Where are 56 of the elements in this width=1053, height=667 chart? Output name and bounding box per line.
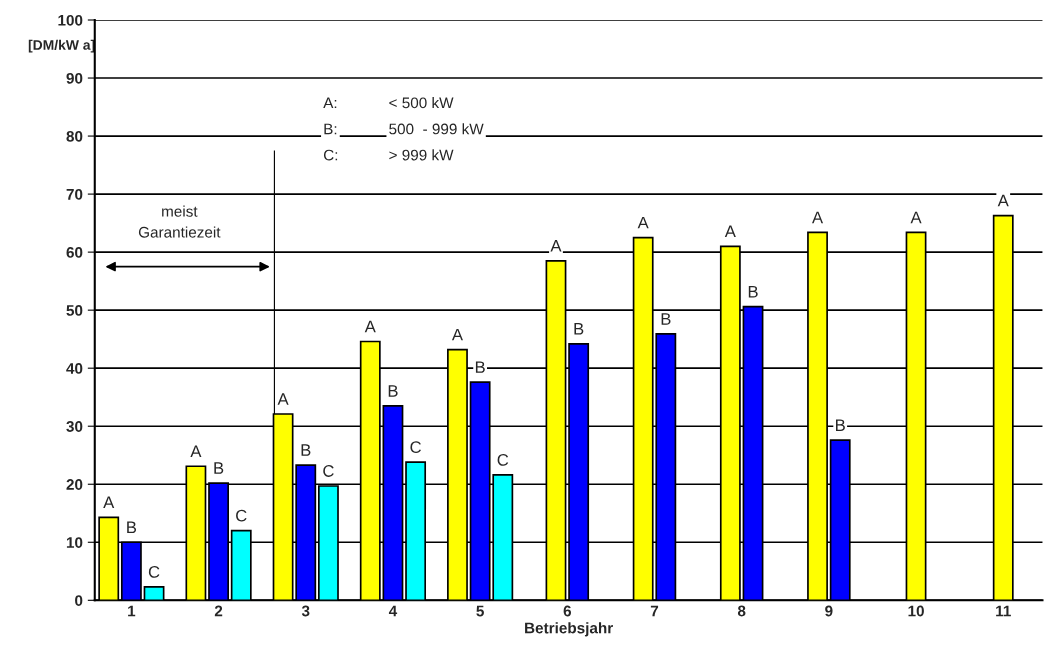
text: B — [748, 285, 758, 298]
y-axis-title: [DM/kW a] — [28, 39, 95, 53]
x-tick-label: 3 — [301, 605, 310, 617]
x-tick-label: 11 — [996, 605, 1011, 617]
x-tick-label: 7 — [650, 605, 659, 617]
y-tick-label: 20 — [66, 479, 83, 490]
x-axis-title: Betriebsjahr — [525, 622, 613, 637]
text: B — [475, 361, 485, 373]
y-tick-label: 70 — [66, 188, 83, 200]
x-tick-label: 5 — [476, 605, 484, 617]
text: B — [836, 419, 845, 431]
series-label: B — [127, 521, 137, 534]
text: A — [364, 320, 376, 333]
y-tick-label: 90 — [66, 72, 83, 84]
annotation: C: — [323, 149, 338, 161]
x-tick-label: 6 — [563, 605, 572, 617]
annotation: > 999 kW — [389, 149, 454, 161]
y-tick-label: 60 — [66, 246, 83, 258]
text: C — [497, 454, 509, 466]
x-tick-label: 8 — [737, 605, 746, 617]
y-tick-label: 100 — [58, 14, 83, 26]
x-tick-label: 4 — [388, 605, 398, 617]
annotation: 500 - 999 kW — [389, 123, 484, 135]
text: A — [812, 211, 824, 224]
annotation: < 500 kW — [389, 97, 454, 109]
text: C — [236, 509, 247, 522]
text: B — [214, 462, 224, 474]
y-tick-label: 30 — [66, 421, 83, 432]
text: A — [637, 216, 649, 229]
text: A — [451, 328, 463, 341]
text: A — [277, 393, 289, 405]
y-tick-label: 10 — [66, 537, 83, 548]
x-tick-label: 2 — [214, 605, 223, 617]
annotation: B: — [324, 123, 337, 135]
x-tick-label: 10 — [908, 605, 924, 617]
text: A — [550, 240, 562, 252]
text: B — [661, 313, 671, 325]
y-tick-label: 0 — [75, 595, 83, 606]
text: C — [323, 465, 334, 477]
y-tick-label: 40 — [66, 363, 83, 374]
text: A — [910, 211, 922, 224]
series-label: C — [148, 566, 160, 578]
text: C — [410, 441, 421, 454]
text: B — [388, 385, 398, 397]
x-tick-label: 9 — [825, 605, 833, 617]
series-label: A — [190, 445, 202, 457]
text: A — [997, 194, 1009, 207]
text: A — [724, 225, 736, 238]
text: B — [301, 444, 311, 456]
x-tick-label: 1 — [128, 605, 136, 617]
text: B — [574, 323, 584, 335]
y-tick-label: 50 — [66, 305, 83, 316]
annotation: meist Garantiezeit — [138, 205, 221, 238]
y-tick-label: 80 — [66, 130, 83, 142]
annotation: A: — [323, 97, 337, 109]
text: A — [103, 496, 115, 509]
